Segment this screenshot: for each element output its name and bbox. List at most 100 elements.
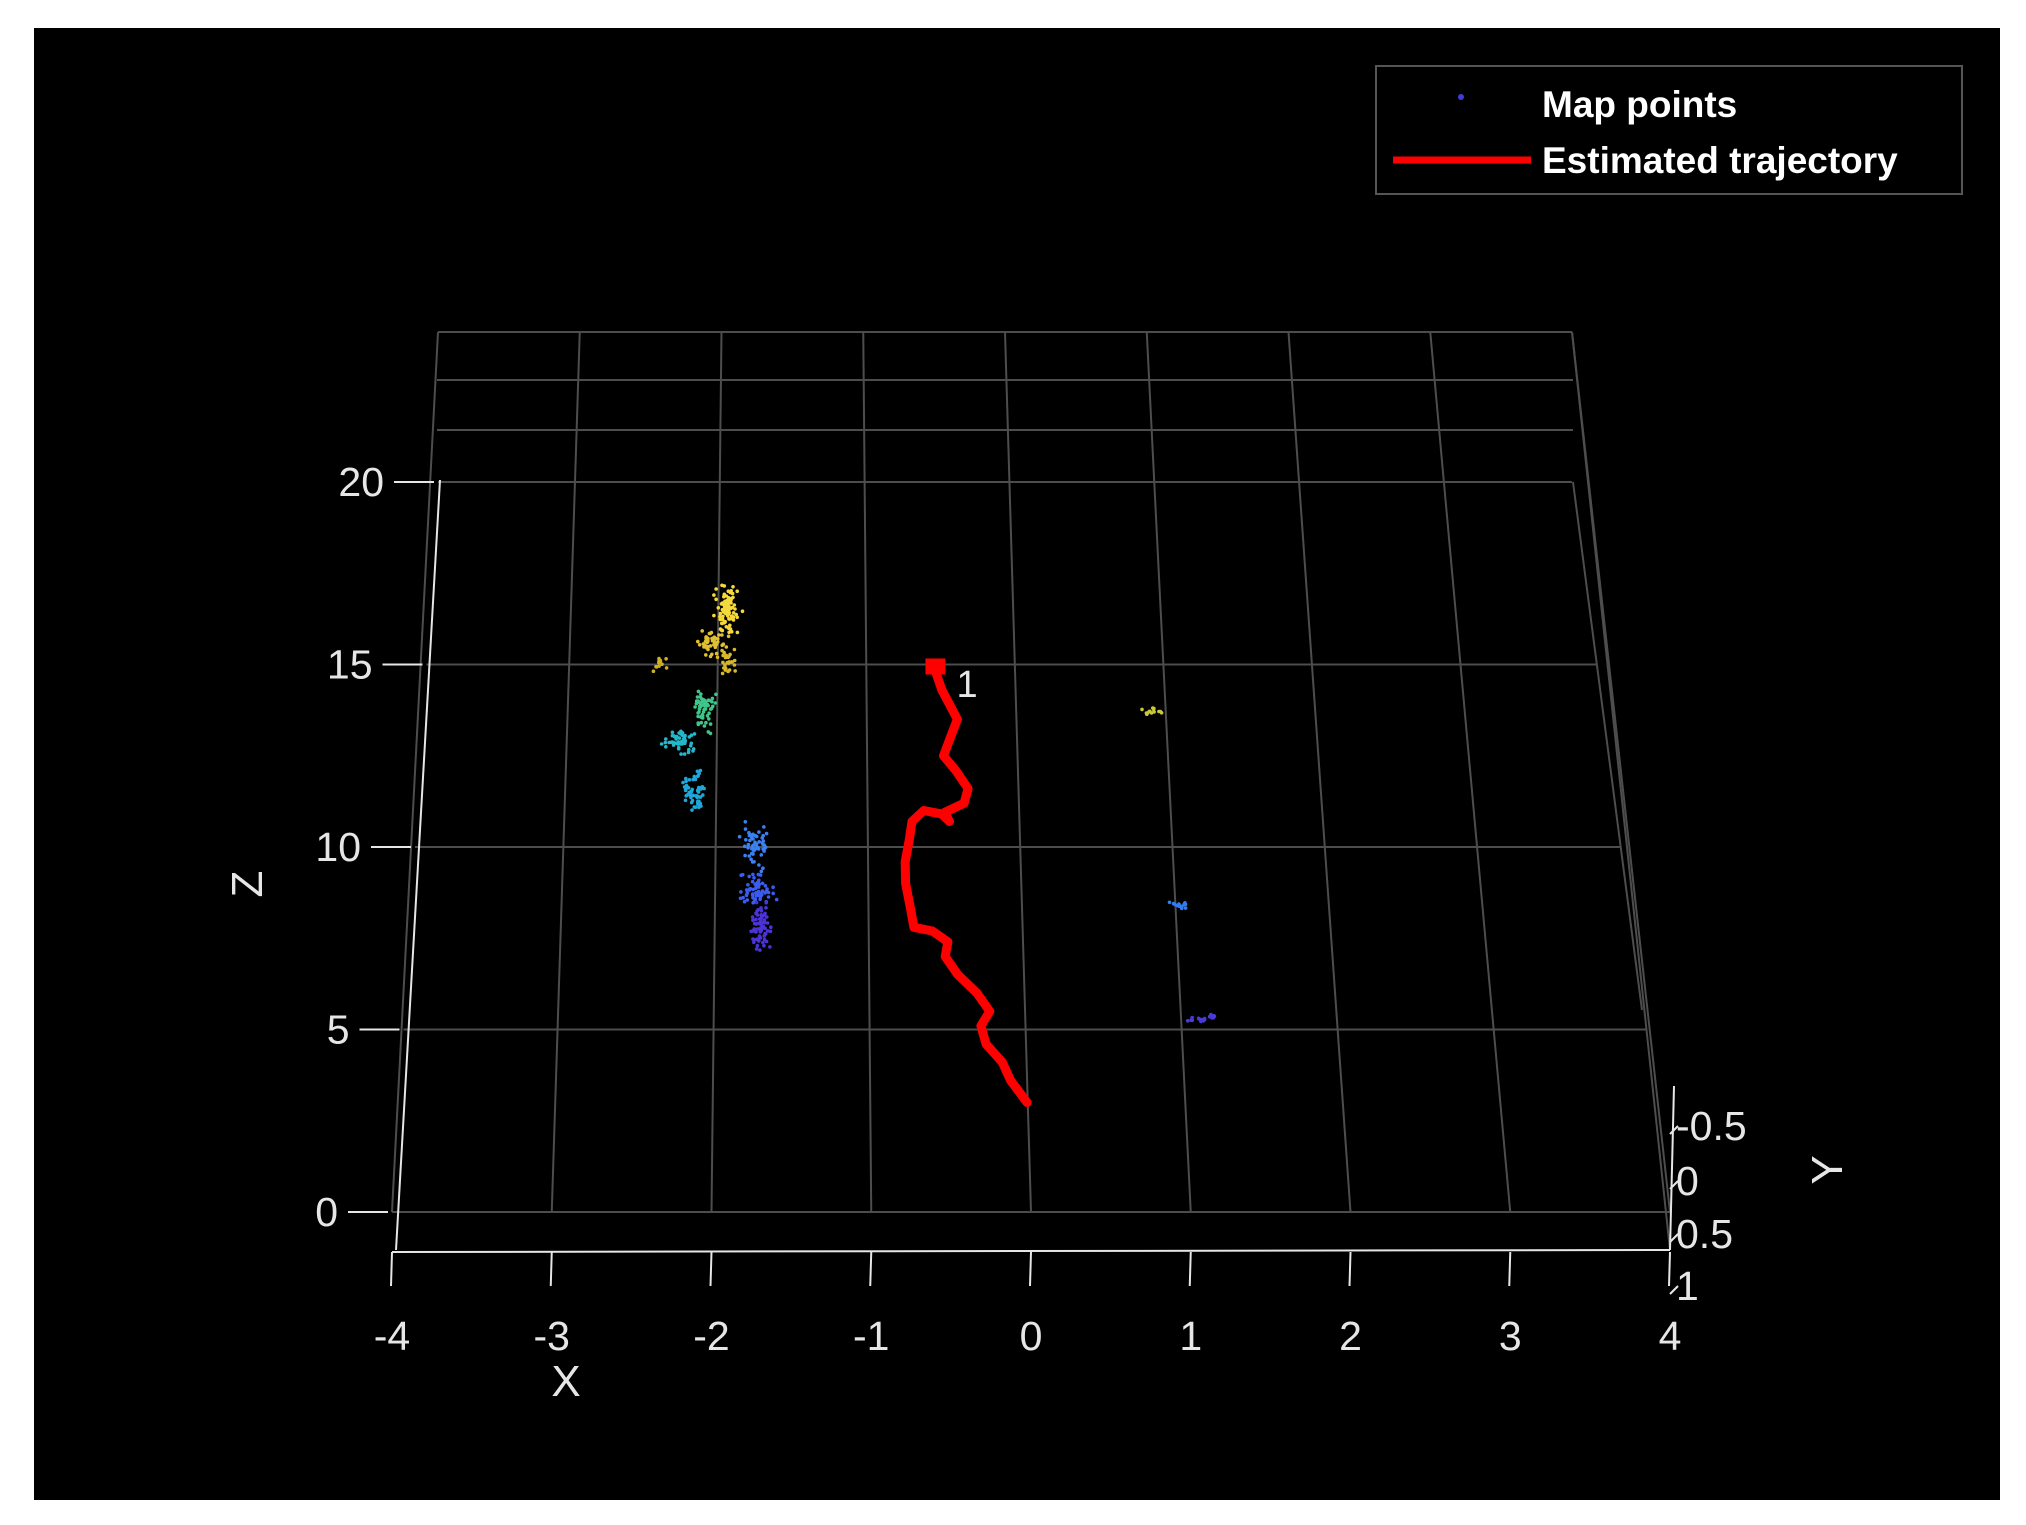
map-point <box>727 626 731 630</box>
map-point <box>753 833 758 838</box>
map-point <box>694 794 699 798</box>
map-point <box>733 607 737 611</box>
map-point <box>743 827 748 831</box>
map-point <box>651 669 656 673</box>
map-point <box>706 730 711 734</box>
map-point <box>744 838 748 842</box>
map-point <box>697 707 702 711</box>
map-point <box>682 736 687 741</box>
map-point <box>748 887 752 891</box>
map-point <box>731 616 735 621</box>
map-point <box>729 589 733 593</box>
map-point <box>714 587 718 591</box>
map-point <box>762 937 767 942</box>
map-point <box>720 633 724 637</box>
map-point <box>751 918 755 922</box>
map-point <box>684 783 689 788</box>
grid-line-x <box>1004 331 1032 1213</box>
z-axis-title: Z <box>223 871 272 898</box>
map-point <box>735 589 739 593</box>
x-tick <box>1188 1251 1192 1287</box>
map-point <box>758 897 762 901</box>
map-point <box>751 872 755 877</box>
map-point <box>703 700 708 704</box>
map-point <box>754 885 759 889</box>
map-point <box>697 799 701 804</box>
map-point <box>759 853 764 857</box>
map-point <box>751 928 756 933</box>
map-point <box>1183 902 1188 907</box>
map-point <box>723 604 728 608</box>
grid <box>391 331 1671 1251</box>
map-point <box>750 879 755 884</box>
map-point <box>659 742 664 746</box>
map-point <box>696 790 701 794</box>
map-point <box>1173 902 1177 907</box>
map-point <box>704 653 708 657</box>
map-point <box>1183 906 1188 910</box>
map-point <box>724 653 728 658</box>
map-point <box>1202 1017 1207 1022</box>
map-point <box>731 611 736 615</box>
map-point <box>710 696 715 701</box>
y-tick-label: 0.5 <box>1676 1211 1733 1257</box>
map-point <box>723 668 728 672</box>
map-point <box>697 643 702 647</box>
map-point <box>749 857 753 862</box>
map-point <box>759 869 764 874</box>
axes: -4 -3 -2 -1 0 1 2 3 4 0 5 10 15 20 -0.5 0 0.5 1 <box>315 459 1746 1359</box>
map-point <box>670 730 675 735</box>
x-tick-label: -1 <box>853 1313 889 1359</box>
map-point <box>1185 1019 1190 1023</box>
map-point <box>716 606 721 610</box>
map-point <box>676 745 681 750</box>
map-point <box>757 863 761 867</box>
map-point <box>720 671 725 676</box>
map-point <box>746 846 750 850</box>
map-point <box>740 609 745 613</box>
map-point <box>755 943 760 948</box>
grid-line-x <box>1429 331 1512 1213</box>
map-point <box>769 925 773 929</box>
map-point <box>698 715 703 719</box>
map-point <box>689 800 694 805</box>
map-point <box>721 614 725 619</box>
map-point <box>757 840 761 844</box>
map-point <box>664 666 669 670</box>
map-point <box>698 768 703 773</box>
map-point <box>708 722 713 726</box>
legend-box <box>1375 65 1963 195</box>
map-point <box>768 929 773 934</box>
map-point <box>748 838 752 843</box>
map-point <box>762 825 766 829</box>
y-tick-label: 0 <box>1676 1158 1699 1204</box>
map-point <box>693 777 698 782</box>
map-point <box>727 661 731 665</box>
estimated-trajectory <box>900 658 1032 1107</box>
map-point <box>717 633 721 637</box>
x-tick-label: 2 <box>1339 1313 1362 1359</box>
map-point <box>697 805 701 810</box>
map-point <box>713 701 718 705</box>
map-point <box>763 845 768 849</box>
map-point <box>718 614 722 619</box>
map-point <box>707 717 711 721</box>
x-tick <box>1668 1251 1671 1287</box>
map-point <box>689 741 694 746</box>
legend-label-map-points: Map points <box>1542 84 1737 125</box>
map-point <box>688 792 692 797</box>
map-point <box>722 592 727 597</box>
map-point <box>757 917 762 921</box>
map-point <box>730 660 734 664</box>
map-point <box>721 653 725 658</box>
map-point <box>762 918 767 922</box>
map-point <box>692 774 697 779</box>
map-point <box>765 921 770 925</box>
trajectory-start-label: 1 <box>956 664 977 706</box>
map-point <box>693 705 697 709</box>
map-point <box>1190 1015 1194 1020</box>
map-point <box>664 657 668 661</box>
x-tick <box>549 1251 553 1287</box>
map-point <box>723 599 727 604</box>
map-point <box>705 640 709 645</box>
